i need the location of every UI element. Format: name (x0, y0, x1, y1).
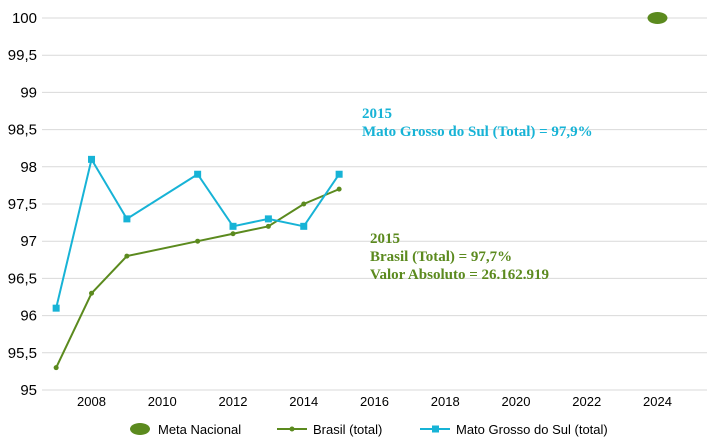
y-tick-label: 100 (12, 10, 37, 27)
mato-grosso-do-sul-total-point (194, 170, 202, 178)
annotation-1: 2015 Mato Grosso do Sul (Total) = 97,9% (362, 106, 593, 140)
mato-grosso-do-sul-total-point (52, 304, 60, 312)
x-tick-label: 2010 (148, 394, 177, 409)
legend-marker-meta-nacional (130, 423, 150, 435)
legend-item-meta-nacional: Meta Nacional (130, 422, 241, 437)
legend-label-brasil-total: Brasil (total) (313, 422, 382, 437)
y-tick-label: 97 (20, 233, 37, 250)
y-tick-label: 96 (20, 308, 37, 325)
annotation-2-line: 2015 (370, 231, 400, 247)
x-tick-label: 2012 (219, 394, 248, 409)
annotation-2-line: Brasil (Total) = 97,7% (370, 249, 512, 265)
legend-item-brasil-total: Brasil (total) (277, 422, 382, 437)
meta-nacional-point (647, 12, 668, 24)
annotation-2: 2015 Brasil (Total) = 97,7% Valor Absoluto… (370, 231, 549, 283)
y-tick-label: 98,5 (8, 122, 37, 139)
x-tick-label: 2022 (572, 394, 601, 409)
legend-marker-mato-grosso-do-sul-total (432, 425, 439, 433)
mato-grosso-do-sul-total-point (264, 215, 272, 223)
brasil-total-point (89, 290, 95, 296)
legend-marker-brasil-total (289, 426, 295, 432)
brasil-total-point (53, 365, 59, 371)
mato-grosso-do-sul-total-line (55, 156, 340, 309)
mato-grosso-do-sul-total-point (123, 215, 131, 223)
y-tick-label: 95 (20, 382, 37, 399)
brasil-total-point (336, 186, 342, 192)
x-tick-label: 2020 (502, 394, 531, 409)
brasil-total-line (55, 188, 340, 369)
annotation-1-line: Mato Grosso do Sul (Total) = 97,9% (362, 124, 593, 140)
x-tick-label: 2018 (431, 394, 460, 409)
x-tick-label: 2016 (360, 394, 389, 409)
y-tick-label: 98 (20, 159, 37, 176)
y-tick-label: 99,5 (8, 47, 37, 64)
legend: Meta Nacional Brasil (total) Mato Grosso d… (130, 422, 608, 437)
annotation-1-line: 2015 (362, 106, 392, 122)
mato-grosso-do-sul-total-point (88, 155, 96, 163)
y-tick-label: 99 (20, 84, 37, 101)
annotation-2-line: Valor Absoluto = 26.162.919 (370, 267, 549, 283)
brasil-total-point (230, 231, 236, 237)
y-tick-label: 96,5 (8, 270, 37, 287)
mato-grosso-do-sul-total-point (229, 222, 237, 230)
legend-item-mato-grosso-do-sul-total: Mato Grosso do Sul (total) (420, 422, 608, 437)
y-tick-label: 97,5 (8, 196, 37, 213)
x-tick-label: 2014 (289, 394, 318, 409)
legend-label-meta-nacional: Meta Nacional (158, 422, 241, 437)
brasil-total-point (301, 201, 307, 207)
brasil-total-point (195, 238, 201, 244)
axis-layer: 95 95,5 96 96,5 97 97,5 98 98,5 99 99,5 100 2008 201… (8, 10, 672, 409)
mato-grosso-do-sul-total-point (300, 222, 308, 230)
legend-label-mato-grosso-do-sul-total: Mato Grosso do Sul (total) (456, 422, 608, 437)
y-tick-label: 95,5 (8, 345, 37, 362)
grid-layer (42, 17, 707, 391)
brasil-total-point (124, 253, 130, 259)
mato-grosso-do-sul-total-point (335, 170, 343, 178)
x-tick-label: 2024 (643, 394, 672, 409)
brasil-total-point (265, 223, 271, 229)
x-tick-label: 2008 (77, 394, 106, 409)
series-layer (52, 12, 668, 371)
